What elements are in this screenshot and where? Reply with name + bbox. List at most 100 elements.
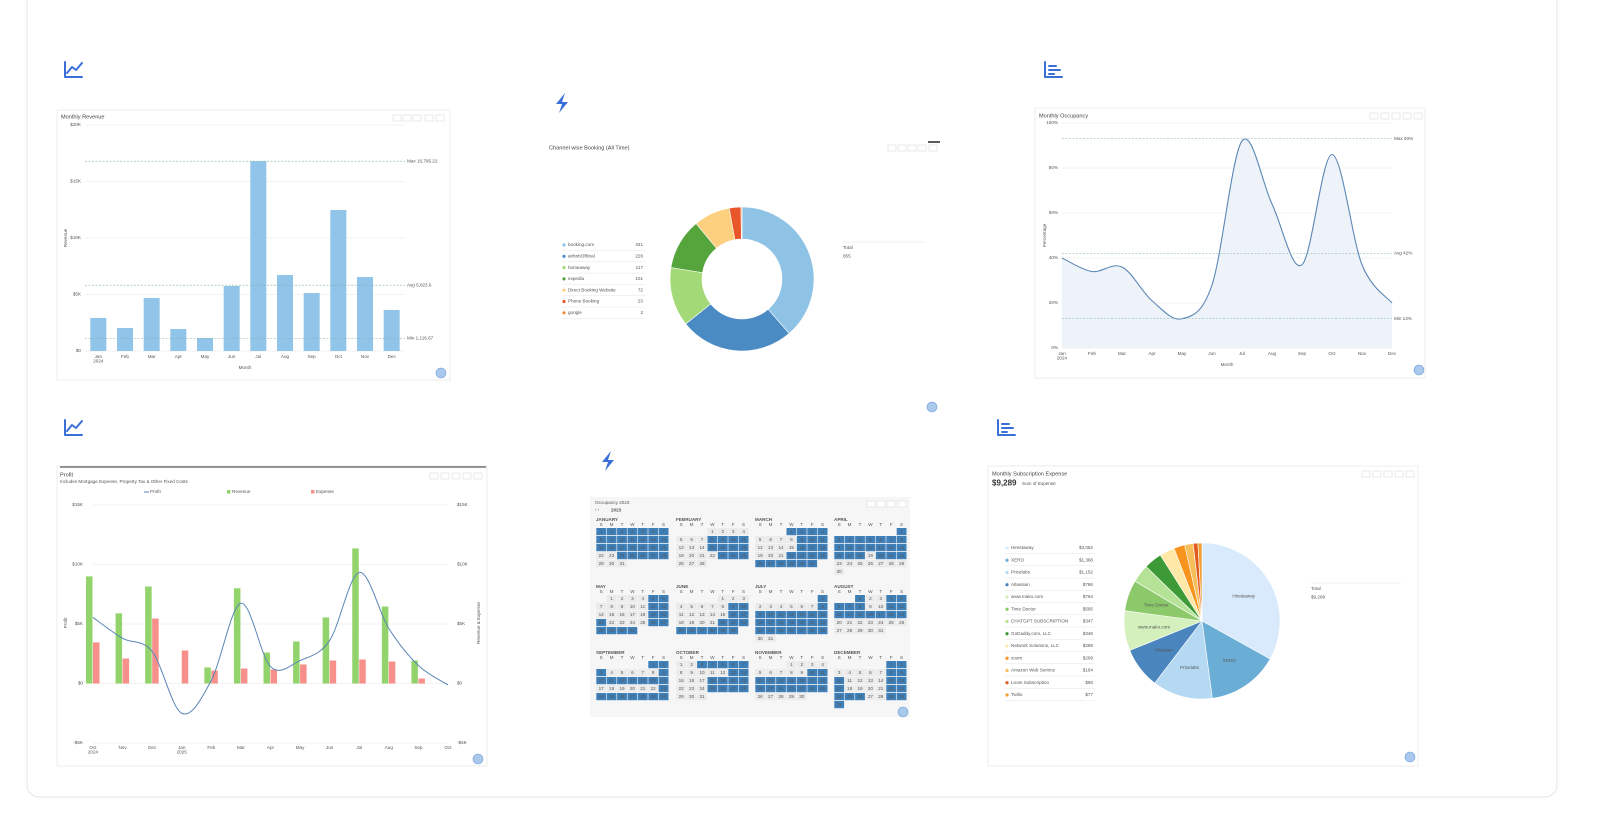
day-number: 18 bbox=[710, 678, 716, 683]
legend-marker bbox=[562, 299, 566, 304]
weekday-label: T bbox=[800, 655, 803, 660]
day-number: 14 bbox=[699, 545, 705, 550]
toolbar-button[interactable] bbox=[1361, 470, 1371, 478]
toolbar-button[interactable] bbox=[473, 472, 483, 480]
day-number: 11 bbox=[741, 537, 746, 542]
legend-marker bbox=[1005, 668, 1009, 673]
toolbar-button[interactable] bbox=[917, 144, 927, 152]
weekday-label: S bbox=[662, 522, 665, 527]
toolbar-button[interactable] bbox=[462, 472, 472, 480]
weekday-label: T bbox=[701, 655, 704, 660]
booked-day bbox=[886, 544, 897, 552]
day-cell bbox=[765, 669, 776, 677]
day-cell bbox=[844, 619, 855, 627]
toolbar-button[interactable] bbox=[887, 144, 897, 152]
toolbar-button[interactable] bbox=[1383, 470, 1393, 478]
toolbar-button[interactable] bbox=[429, 472, 439, 480]
legend-marker bbox=[1005, 632, 1009, 636]
booked-day bbox=[637, 536, 648, 544]
day-number: 26 bbox=[789, 628, 795, 633]
day-cell bbox=[676, 560, 687, 568]
booked-day bbox=[596, 536, 607, 544]
toolbar-button[interactable] bbox=[1369, 112, 1379, 120]
toolbar-button[interactable] bbox=[1391, 112, 1401, 120]
toolbar-button[interactable] bbox=[1402, 112, 1412, 120]
day-number: 18 bbox=[741, 545, 747, 550]
day-number: 6 bbox=[732, 662, 735, 667]
day-number: 30 bbox=[689, 694, 695, 699]
zoom-button[interactable] bbox=[1413, 364, 1425, 376]
legend-marker bbox=[311, 490, 315, 494]
day-cell bbox=[844, 560, 855, 568]
legend-label: booking.com bbox=[568, 242, 594, 247]
toolbar-button[interactable] bbox=[451, 472, 461, 480]
legend-marker bbox=[1005, 681, 1009, 685]
toolbar-button[interactable] bbox=[1413, 112, 1423, 120]
bar bbox=[277, 274, 293, 351]
day-cell bbox=[717, 603, 728, 611]
toolbar-button[interactable] bbox=[907, 144, 917, 152]
day-number: 4 bbox=[848, 670, 851, 675]
booked-day bbox=[765, 685, 776, 693]
day-number: 2 bbox=[900, 662, 903, 667]
toolbar-button[interactable] bbox=[402, 114, 412, 122]
toolbar-button[interactable] bbox=[424, 114, 434, 122]
toolbar-button[interactable] bbox=[1380, 112, 1390, 120]
zoom-button[interactable] bbox=[926, 401, 938, 413]
year-nav: ‹ › bbox=[595, 507, 600, 512]
day-number: 4 bbox=[610, 670, 613, 675]
day-number: 15 bbox=[789, 678, 795, 683]
toolbar-button[interactable] bbox=[1394, 470, 1404, 478]
day-number: 5 bbox=[621, 670, 624, 675]
booked-day bbox=[606, 677, 617, 685]
booked-day bbox=[617, 677, 627, 685]
booked-day bbox=[596, 677, 607, 685]
day-cell bbox=[697, 544, 707, 552]
toolbar-button[interactable] bbox=[440, 472, 450, 480]
slice-label: XERO bbox=[1223, 658, 1236, 663]
toolbar-button[interactable] bbox=[876, 500, 886, 508]
zoom-button[interactable] bbox=[1404, 751, 1416, 763]
weekday-label: T bbox=[780, 655, 783, 660]
toolbar-button[interactable] bbox=[866, 500, 876, 508]
toolbar-button[interactable] bbox=[1372, 470, 1382, 478]
day-number: 6 bbox=[801, 604, 804, 609]
toolbar-button[interactable] bbox=[412, 114, 422, 122]
toolbar-button[interactable] bbox=[928, 144, 938, 152]
zoom-button[interactable] bbox=[472, 753, 484, 765]
weekday-label: T bbox=[780, 589, 783, 594]
day-number: 29 bbox=[857, 628, 863, 633]
x-tick-sublabel: 2024 bbox=[1057, 356, 1068, 361]
booked-day bbox=[765, 619, 776, 627]
legend-value: 72 bbox=[638, 287, 644, 292]
day-number: 27 bbox=[661, 620, 667, 625]
day-cell bbox=[606, 595, 617, 603]
booked-day bbox=[606, 627, 617, 635]
booked-day bbox=[738, 685, 749, 693]
day-number: 17 bbox=[878, 612, 884, 617]
month-name: JANUARY bbox=[596, 517, 618, 522]
booked-day bbox=[686, 627, 697, 635]
toolbar-button[interactable] bbox=[1405, 470, 1415, 478]
toolbar-button[interactable] bbox=[392, 114, 402, 122]
day-number: 28 bbox=[699, 561, 705, 566]
legend-label: Profit bbox=[150, 489, 161, 494]
day-number: 2 bbox=[722, 529, 725, 534]
toolbar-button[interactable] bbox=[897, 500, 907, 508]
total-headline: $9,289 bbox=[992, 479, 1017, 488]
day-number: 1 bbox=[790, 529, 793, 534]
y-tick-label: $15K bbox=[457, 502, 469, 507]
day-number: 28 bbox=[878, 694, 884, 699]
x-tick-label: Jun bbox=[1208, 351, 1216, 356]
booked-day bbox=[834, 544, 845, 552]
toolbar-button[interactable] bbox=[435, 114, 445, 122]
slice-label: Pricelabs bbox=[1180, 665, 1200, 670]
x-tick-label: May bbox=[1178, 351, 1187, 356]
toolbar-button[interactable] bbox=[886, 500, 896, 508]
zoom-button[interactable] bbox=[435, 367, 447, 379]
toolbar-button[interactable] bbox=[897, 144, 907, 152]
zoom-button[interactable] bbox=[897, 706, 909, 718]
day-number: 5 bbox=[759, 670, 762, 675]
booked-day bbox=[738, 669, 749, 677]
y-axis-title: Revenue bbox=[63, 228, 68, 247]
